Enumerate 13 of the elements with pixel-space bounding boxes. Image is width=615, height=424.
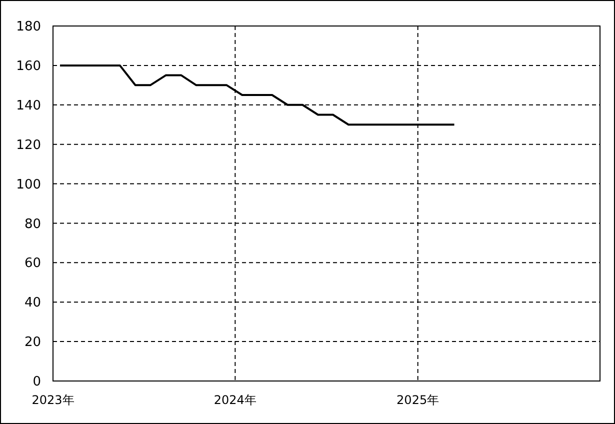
y-tick-label: 0 [32,374,41,390]
y-tick-label: 160 [16,58,41,74]
y-tick-label: 40 [24,296,41,311]
y-tick-label: 20 [24,335,41,350]
y-tick-label: 140 [16,98,41,114]
x-tick-label: 2023年 [32,393,74,407]
y-tick-label: 60 [24,256,41,272]
x-tick-label: 2024年 [214,393,256,407]
x-tick-label: 2025年 [396,393,440,407]
y-tick-label: 120 [16,138,41,153]
y-tick-label: 80 [24,216,41,232]
y-tick-label: 180 [16,20,41,35]
y-tick-label: 100 [16,177,41,192]
